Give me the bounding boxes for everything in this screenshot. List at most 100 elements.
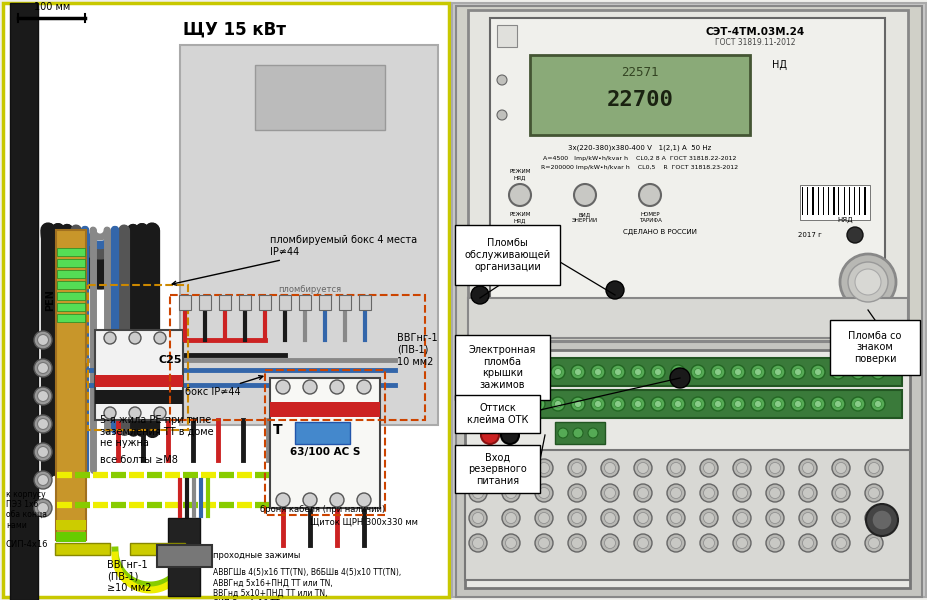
Circle shape	[802, 512, 813, 523]
Bar	[56, 532, 86, 542]
Circle shape	[667, 534, 684, 552]
Circle shape	[854, 368, 860, 376]
Circle shape	[633, 509, 652, 527]
Bar	[10, 3, 38, 600]
Bar	[55, 543, 110, 555]
Circle shape	[590, 397, 604, 411]
Circle shape	[502, 509, 519, 527]
Circle shape	[471, 286, 489, 304]
Circle shape	[832, 509, 849, 527]
Circle shape	[674, 368, 680, 376]
Bar	[95, 390, 183, 404]
Circle shape	[814, 401, 820, 407]
Circle shape	[733, 401, 741, 407]
Circle shape	[610, 365, 624, 379]
Text: к корпусу
ПЭ3 1х6
оба конца
нами: к корпусу ПЭ3 1х6 оба конца нами	[6, 490, 47, 530]
Text: СЭТ-4ТМ.03М.24: СЭТ-4ТМ.03М.24	[705, 27, 804, 37]
Text: АВВГШв 4(5)х16 ТТ(TN), ВбБШв 4(5)х10 ТТ(TN),
АВВГнд 5х16+ПНД ТТ или TN,
ВВГнд 5х: АВВГШв 4(5)х16 ТТ(TN), ВбБШв 4(5)х10 ТТ(…	[213, 568, 400, 600]
Circle shape	[802, 538, 813, 548]
Circle shape	[567, 459, 585, 477]
Circle shape	[554, 368, 561, 376]
Bar	[804, 187, 805, 215]
Circle shape	[502, 534, 519, 552]
Circle shape	[567, 509, 585, 527]
Circle shape	[472, 512, 483, 523]
Circle shape	[868, 512, 879, 523]
Circle shape	[674, 401, 680, 407]
Circle shape	[574, 401, 581, 407]
Text: КТ+: КТ+	[502, 229, 517, 235]
Text: НЯД: НЯД	[836, 217, 852, 223]
Text: все болты ≥М8: все болты ≥М8	[100, 455, 178, 465]
Circle shape	[534, 401, 541, 407]
Circle shape	[814, 368, 820, 376]
Bar	[801, 187, 803, 215]
Circle shape	[34, 443, 52, 461]
Circle shape	[472, 538, 483, 548]
Circle shape	[732, 459, 750, 477]
Circle shape	[551, 365, 565, 379]
Text: 2017 г: 2017 г	[797, 232, 821, 238]
Circle shape	[730, 397, 744, 411]
Circle shape	[154, 407, 166, 419]
Circle shape	[34, 331, 52, 349]
Circle shape	[864, 459, 883, 477]
Text: Щиток ЩРН 300х330 мм: Щиток ЩРН 300х330 мм	[310, 517, 417, 526]
Circle shape	[572, 428, 582, 438]
Circle shape	[834, 487, 845, 499]
Circle shape	[468, 534, 487, 552]
Circle shape	[37, 335, 48, 346]
Circle shape	[654, 368, 661, 376]
Circle shape	[34, 471, 52, 489]
Circle shape	[605, 281, 623, 299]
Circle shape	[699, 484, 717, 502]
Circle shape	[468, 484, 487, 502]
Bar	[57, 270, 85, 278]
Circle shape	[275, 493, 289, 507]
Text: T: T	[273, 423, 283, 437]
Bar	[95, 375, 183, 387]
Circle shape	[505, 463, 516, 473]
Circle shape	[630, 397, 644, 411]
Text: 63/100 AC S: 63/100 AC S	[289, 447, 360, 457]
Circle shape	[854, 269, 880, 295]
Bar	[827, 187, 828, 215]
Bar	[454, 445, 540, 493]
Circle shape	[832, 484, 849, 502]
Bar	[359, 295, 371, 310]
Bar	[863, 187, 865, 215]
Circle shape	[37, 362, 48, 373]
Bar	[56, 520, 86, 530]
Circle shape	[530, 365, 544, 379]
Bar	[819, 187, 820, 215]
Circle shape	[850, 397, 864, 411]
Bar	[338, 295, 350, 310]
Circle shape	[864, 534, 883, 552]
Circle shape	[330, 380, 344, 394]
Circle shape	[472, 487, 483, 499]
Bar	[497, 25, 516, 47]
Circle shape	[567, 484, 585, 502]
Circle shape	[770, 397, 784, 411]
Circle shape	[535, 484, 552, 502]
Circle shape	[736, 538, 746, 548]
Circle shape	[590, 365, 604, 379]
Text: бокс IP≄44: бокс IP≄44	[184, 376, 262, 397]
Bar	[811, 187, 813, 215]
Circle shape	[637, 538, 648, 548]
Circle shape	[490, 365, 504, 379]
Bar	[837, 187, 839, 215]
Circle shape	[505, 538, 516, 548]
Circle shape	[732, 534, 750, 552]
Text: Пломба со
знаком
поверки: Пломба со знаком поверки	[847, 331, 901, 364]
Bar	[219, 295, 231, 310]
Circle shape	[494, 368, 501, 376]
Text: R=200000 Imp/kW•h/kvar h    CL0,5    R  ГОСТ 31818.23-2012: R=200000 Imp/kW•h/kvar h CL0,5 R ГОСТ 31…	[540, 164, 738, 170]
Circle shape	[603, 487, 615, 499]
Circle shape	[834, 538, 845, 548]
Circle shape	[774, 401, 781, 407]
Bar	[799, 185, 870, 220]
Text: 3х(220-380)х380-400 V   1(2,1) А  50 Нz: 3х(220-380)х380-400 V 1(2,1) А 50 Нz	[567, 145, 711, 151]
Text: 22700: 22700	[606, 90, 673, 110]
Circle shape	[594, 368, 601, 376]
